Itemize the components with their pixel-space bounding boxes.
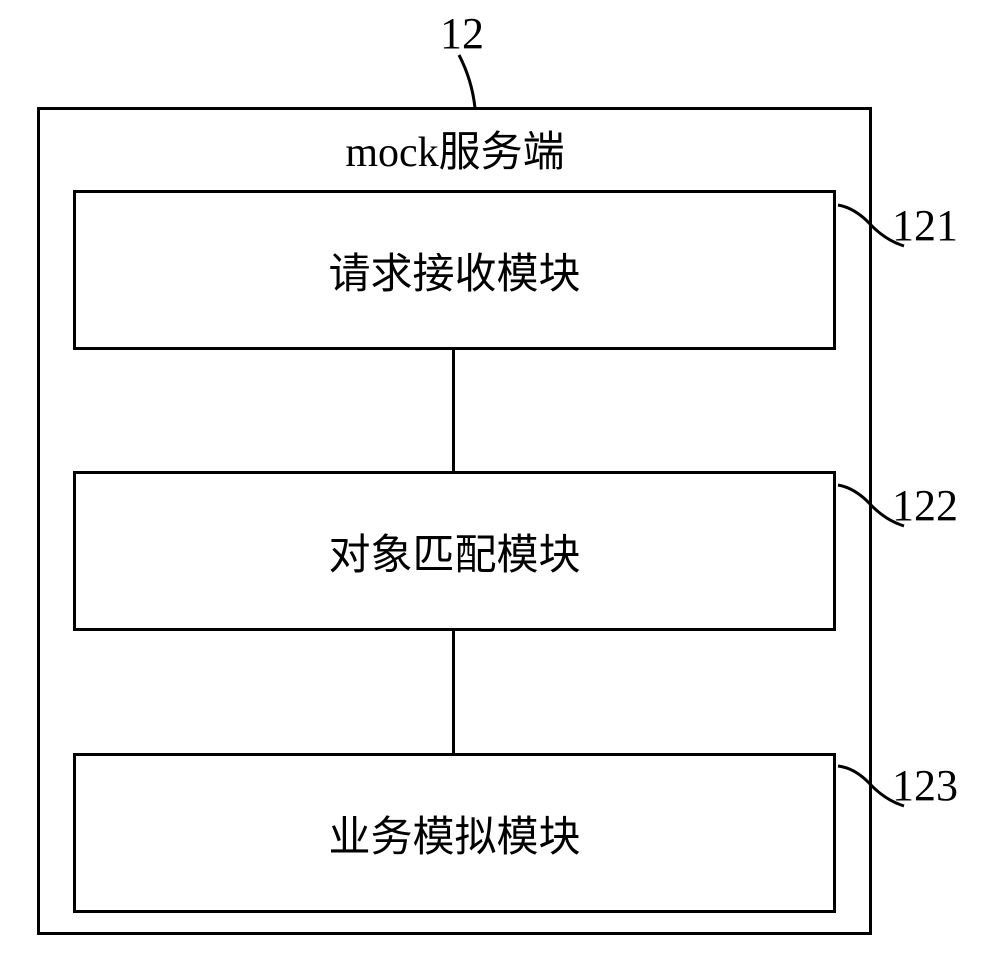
- leader-line-12: [459, 55, 475, 108]
- leader-line-121: [838, 205, 904, 246]
- leader-lines-svg: [0, 0, 1000, 965]
- diagram-container: mock服务端 12 请求接收模块 121 对象匹配模块 122 业务模拟模块 …: [0, 0, 1000, 965]
- leader-line-123: [838, 766, 904, 806]
- leader-line-122: [838, 485, 904, 526]
